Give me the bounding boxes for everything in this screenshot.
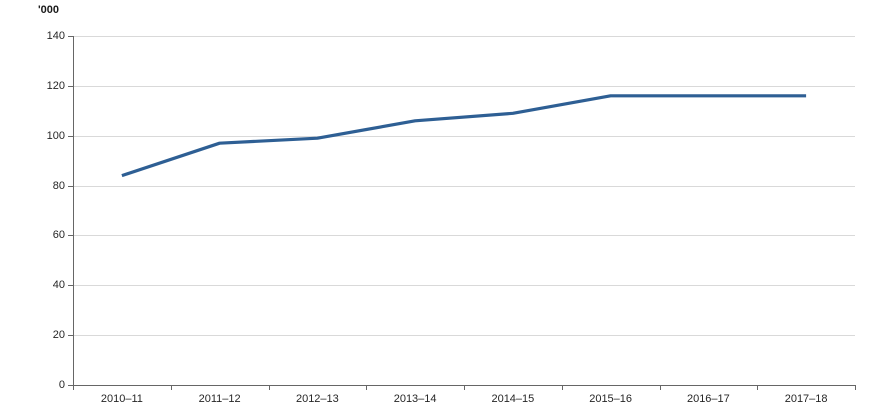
x-tick-label: 2016–17: [686, 393, 730, 405]
y-tick-label: 0: [58, 378, 65, 391]
x-tick-label: 2013–14: [393, 393, 437, 405]
x-tick-label: 2012–13: [295, 393, 339, 405]
x-tick-label: 2014–15: [491, 393, 535, 405]
y-tick-label: 20: [52, 328, 65, 341]
y-tick-label: 100: [46, 129, 65, 142]
y-tick-label: 140: [46, 29, 65, 42]
x-tick-label: 2017–18: [784, 393, 828, 405]
y-tick-label: 80: [52, 179, 65, 192]
y-tick-label: 60: [52, 228, 65, 241]
data-line: [121, 94, 807, 178]
x-tick-label: 2010–11: [100, 393, 143, 405]
y-axis-unit-label: '000: [38, 4, 59, 16]
y-tick-label: 120: [46, 79, 65, 92]
x-tick-label: 2011–12: [198, 393, 241, 405]
y-tick-label: 40: [52, 278, 65, 291]
x-tick-label: 2015–16: [589, 393, 633, 405]
